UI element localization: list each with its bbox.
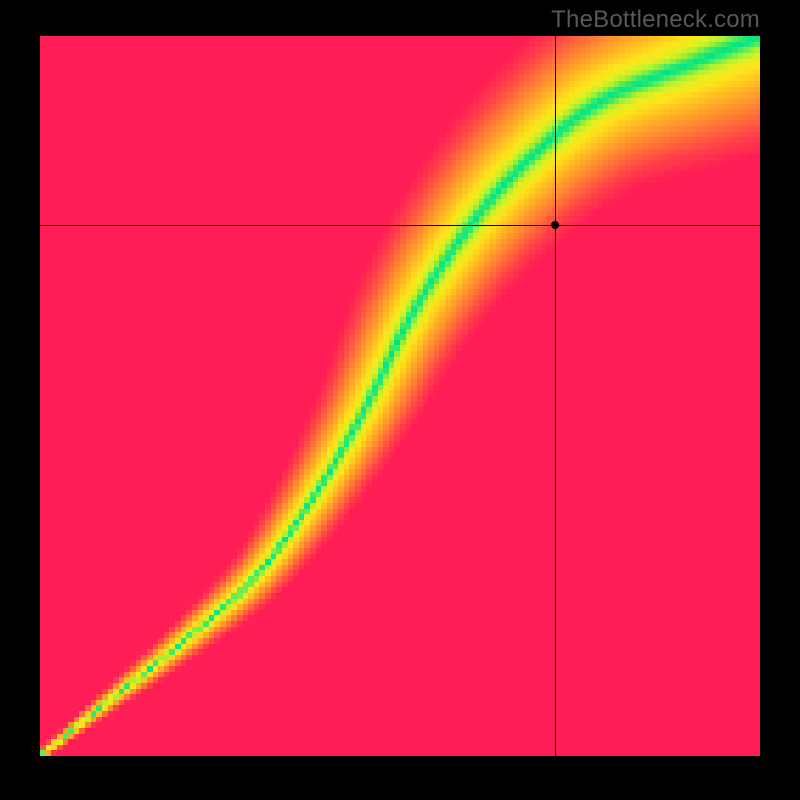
marker-dot [551,221,559,229]
watermark-text: TheBottleneck.com [551,6,760,34]
root-container: TheBottleneck.com [0,0,800,800]
heatmap-canvas [40,36,760,756]
heatmap-plot [40,36,760,756]
crosshair-horizontal [40,225,760,226]
crosshair-vertical [555,36,556,756]
